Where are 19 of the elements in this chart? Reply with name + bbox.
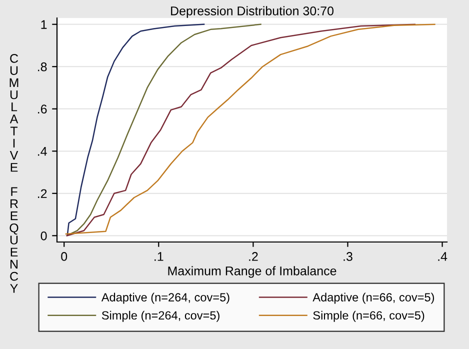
y-tick-label: .6	[38, 104, 47, 114]
legend-label: Adaptive (n=66, cov=5)	[312, 292, 434, 304]
y-tick-label: .2	[38, 189, 47, 198]
x-tick-label: .4	[438, 252, 448, 261]
x-tick-label: 0	[61, 252, 68, 261]
line-series	[66, 24, 205, 236]
x-tick-label: .3	[344, 252, 352, 261]
y-tick-label: 0	[40, 231, 47, 240]
y-tick-label: 1	[41, 20, 47, 29]
text: CUMULATIVE FREQUENCY	[10, 54, 18, 293]
x-tick-label: .2	[249, 252, 258, 261]
legend-label: Adaptive (n=264, cov=5)	[101, 292, 230, 304]
y-tick-label: .4	[38, 147, 47, 156]
x-tick-label: .1	[154, 252, 164, 261]
x-axis-title: Maximum Range of Imbalance	[168, 266, 336, 278]
legend-label: Simple (n=66, cov=5)	[313, 310, 424, 322]
chart-title: Depression Distribution 30:70	[171, 6, 334, 18]
legend-label: Simple (n=264, cov=5)	[102, 310, 220, 322]
y-tick-label: .8	[38, 62, 47, 72]
